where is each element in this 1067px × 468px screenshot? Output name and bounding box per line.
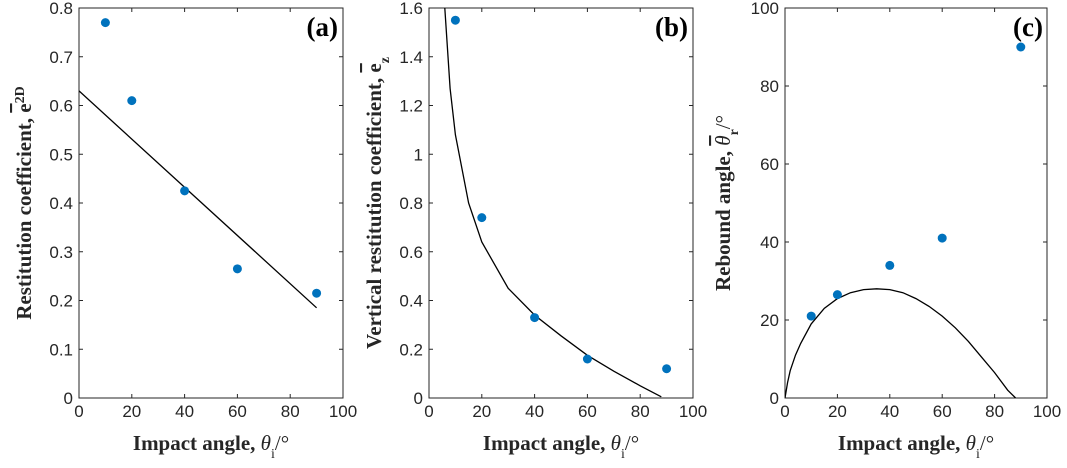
fit-curve-b: [444, 8, 662, 398]
fit-curve-c: [785, 288, 1017, 398]
y-tick-label-b: 0: [414, 389, 423, 408]
y-tick-label-a: 0.7: [49, 48, 73, 67]
data-point-b-4: [582, 354, 592, 364]
x-axis-label-c: Impact angle, θi/°: [838, 431, 994, 462]
y-tick-label-a: 0.3: [49, 243, 73, 262]
panel-label-c: (c): [1013, 12, 1043, 42]
data-point-a-5: [312, 288, 322, 298]
x-tick-label-c: 0: [780, 402, 789, 421]
y-tick-label-c: 60: [760, 155, 779, 174]
data-point-a-4: [232, 264, 242, 274]
y-tick-label-c: 80: [760, 77, 779, 96]
y-tick-label-b: 1.6: [399, 0, 423, 18]
data-point-b-3: [530, 313, 540, 323]
y-tick-label-b: 1: [414, 145, 423, 164]
fit-layer-c: [785, 288, 1017, 398]
x-tick-label-a: 80: [281, 402, 300, 421]
x-tick-label-c: 100: [1033, 402, 1061, 421]
y-axis-label-c: Rebound angle, θr/°: [711, 115, 742, 291]
x-tick-label-b: 20: [472, 402, 491, 421]
points-a: [100, 18, 322, 298]
y-tick-label-c: 100: [751, 0, 779, 18]
y-tick-label-b: 0.2: [399, 340, 423, 359]
ticks-a: 0 20 40 60 80 100 0 0.1 0.2 0.3 0.4 0.5 0.6 0.7 0.8: [49, 0, 357, 421]
y-tick-label-a: 0.2: [49, 292, 73, 311]
points-b: [450, 15, 672, 374]
data-point-a-1: [100, 18, 110, 28]
x-tick-label-b: 100: [679, 402, 707, 421]
y-tick-label-b: 0.4: [399, 292, 423, 311]
y-tick-label-a: 0: [64, 389, 73, 408]
plot-frame-c: [784, 7, 1048, 399]
x-tick-label-b: 40: [525, 402, 544, 421]
x-tick-label-b: 0: [424, 402, 433, 421]
x-tick-label-b: 60: [578, 402, 597, 421]
x-tick-label-c: 20: [828, 402, 847, 421]
data-point-c-3: [885, 260, 895, 270]
x-tick-label-c: 80: [985, 402, 1004, 421]
x-tick-label-c: 40: [880, 402, 899, 421]
x-tick-label-a: 60: [228, 402, 247, 421]
data-point-b-5: [662, 364, 672, 374]
data-point-c-4: [937, 233, 947, 243]
panel-label-a: (a): [307, 12, 338, 42]
y-axis-label-b: Vertical restitution coefficient, ez: [362, 57, 393, 349]
y-tick-label-b: 1.4: [399, 48, 423, 67]
data-point-a-3: [180, 186, 190, 196]
data-point-b-2: [477, 213, 487, 223]
y-tick-label-a: 0.1: [49, 340, 73, 359]
x-tick-label-a: 40: [175, 402, 194, 421]
y-axis-label-a: Restitution coefficient, e2D: [12, 86, 36, 319]
x-axis-label-a: Impact angle, θi/°: [133, 431, 289, 462]
x-tick-label-a: 20: [122, 402, 141, 421]
fit-layer-a: [79, 90, 318, 309]
y-tick-label-a: 0.6: [49, 97, 73, 116]
plot-frame-a: [78, 7, 344, 399]
x-tick-label-a: 100: [329, 402, 357, 421]
data-point-a-2: [127, 96, 137, 106]
x-tick-label-c: 60: [933, 402, 952, 421]
y-tick-label-a: 0.4: [49, 194, 73, 213]
panel-c: 0 20 40 60 80 100 0 20 40 60 80 100 (c) Impact angl…: [711, 0, 1061, 462]
y-tick-label-c: 0: [770, 389, 779, 408]
y-tick-label-a: 0.5: [49, 145, 73, 164]
y-tick-label-c: 40: [760, 233, 779, 252]
points-c: [806, 42, 1026, 321]
ticks-c: 0 20 40 60 80 100 0 20 40 60 80 100: [751, 0, 1062, 421]
x-tick-label-a: 0: [74, 402, 83, 421]
fit-curve-a: [79, 90, 318, 309]
fit-layer-b: [444, 8, 662, 398]
x-axis-label-b: Impact angle, θi/°: [483, 431, 639, 462]
y-tick-label-b: 0.8: [399, 194, 423, 213]
data-point-c-1: [806, 311, 816, 321]
data-point-c-5: [1016, 42, 1026, 52]
ticks-b: 0 20 40 60 80 100 0 0.2 0.4 0.6 0.8 1 1.2 1.4 1.6: [399, 0, 707, 421]
y-tick-label-b: 0.6: [399, 243, 423, 262]
y-tick-label-b: 1.2: [399, 97, 423, 116]
panel-label-b: (b): [655, 12, 688, 42]
y-tick-label-c: 20: [760, 311, 779, 330]
y-tick-label-a: 0.8: [49, 0, 73, 18]
x-tick-label-b: 80: [631, 402, 650, 421]
panel-a: 0 20 40 60 80 100 0 0.1 0.2 0.3 0.4 0.5 0.6 0.7 0.8 (a…: [12, 0, 357, 462]
data-point-c-2: [832, 290, 842, 300]
data-point-b-1: [450, 15, 460, 25]
